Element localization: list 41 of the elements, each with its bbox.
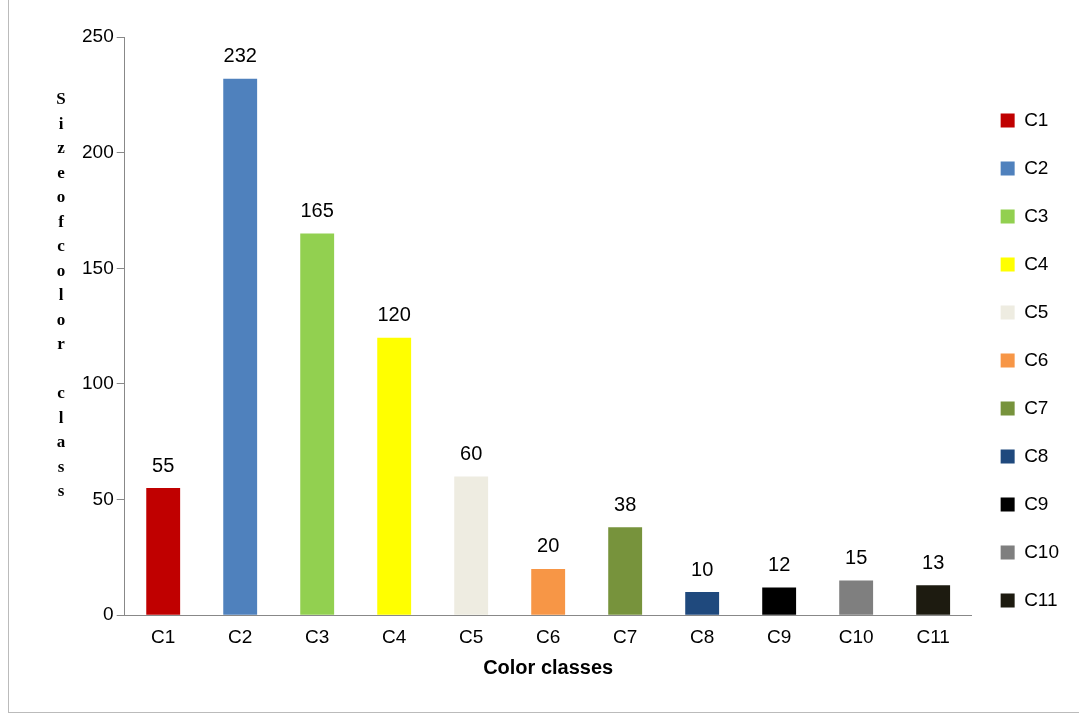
y-tick-label: 150 (82, 256, 114, 278)
data-label: 15 (845, 546, 868, 569)
y-tick-label: 0 (103, 603, 114, 625)
x-tick-label: C5 (459, 625, 484, 647)
data-label: 13 (922, 550, 945, 573)
y-tick-label: 200 (82, 140, 114, 162)
data-label: 232 (223, 44, 257, 67)
legend-label: C7 (1024, 396, 1049, 418)
legend-label: C11 (1024, 588, 1058, 610)
legend-label: C4 (1024, 252, 1049, 274)
x-tick-label: C11 (916, 625, 950, 647)
x-tick-label: C6 (536, 625, 561, 647)
data-label: 20 (537, 534, 560, 557)
data-label: 165 (300, 199, 334, 222)
x-tick-label: C9 (767, 625, 792, 647)
legend-label: C6 (1024, 348, 1049, 370)
x-tick-label: C10 (838, 625, 874, 647)
x-tick-label: C7 (613, 625, 638, 647)
x-tick-label: C3 (305, 625, 330, 647)
x-tick-label: C4 (382, 625, 407, 647)
legend-label: C10 (1024, 540, 1059, 562)
data-label: 55 (152, 453, 175, 476)
legend-label: C9 (1024, 492, 1049, 514)
x-axis-title: Color classes (483, 655, 614, 678)
legend-label: C3 (1024, 204, 1049, 226)
legend-label: C5 (1024, 300, 1049, 322)
x-tick-label: C8 (690, 625, 715, 647)
data-label: 60 (460, 441, 483, 464)
data-label: 38 (614, 492, 637, 515)
data-label: 10 (691, 557, 714, 580)
y-tick-label: 250 (82, 25, 114, 47)
y-tick-label: 50 (92, 487, 114, 509)
y-tick-label: 100 (82, 372, 114, 394)
text: Sizeofcolor class (56, 89, 66, 501)
legend-label: C1 (1024, 108, 1049, 130)
legend-label: C8 (1024, 444, 1049, 466)
x-tick-label: C1 (151, 625, 176, 647)
data-label: 12 (768, 552, 791, 575)
legend-label: C2 (1024, 156, 1049, 178)
x-tick-label: C2 (228, 625, 253, 647)
data-label: 120 (377, 303, 411, 326)
